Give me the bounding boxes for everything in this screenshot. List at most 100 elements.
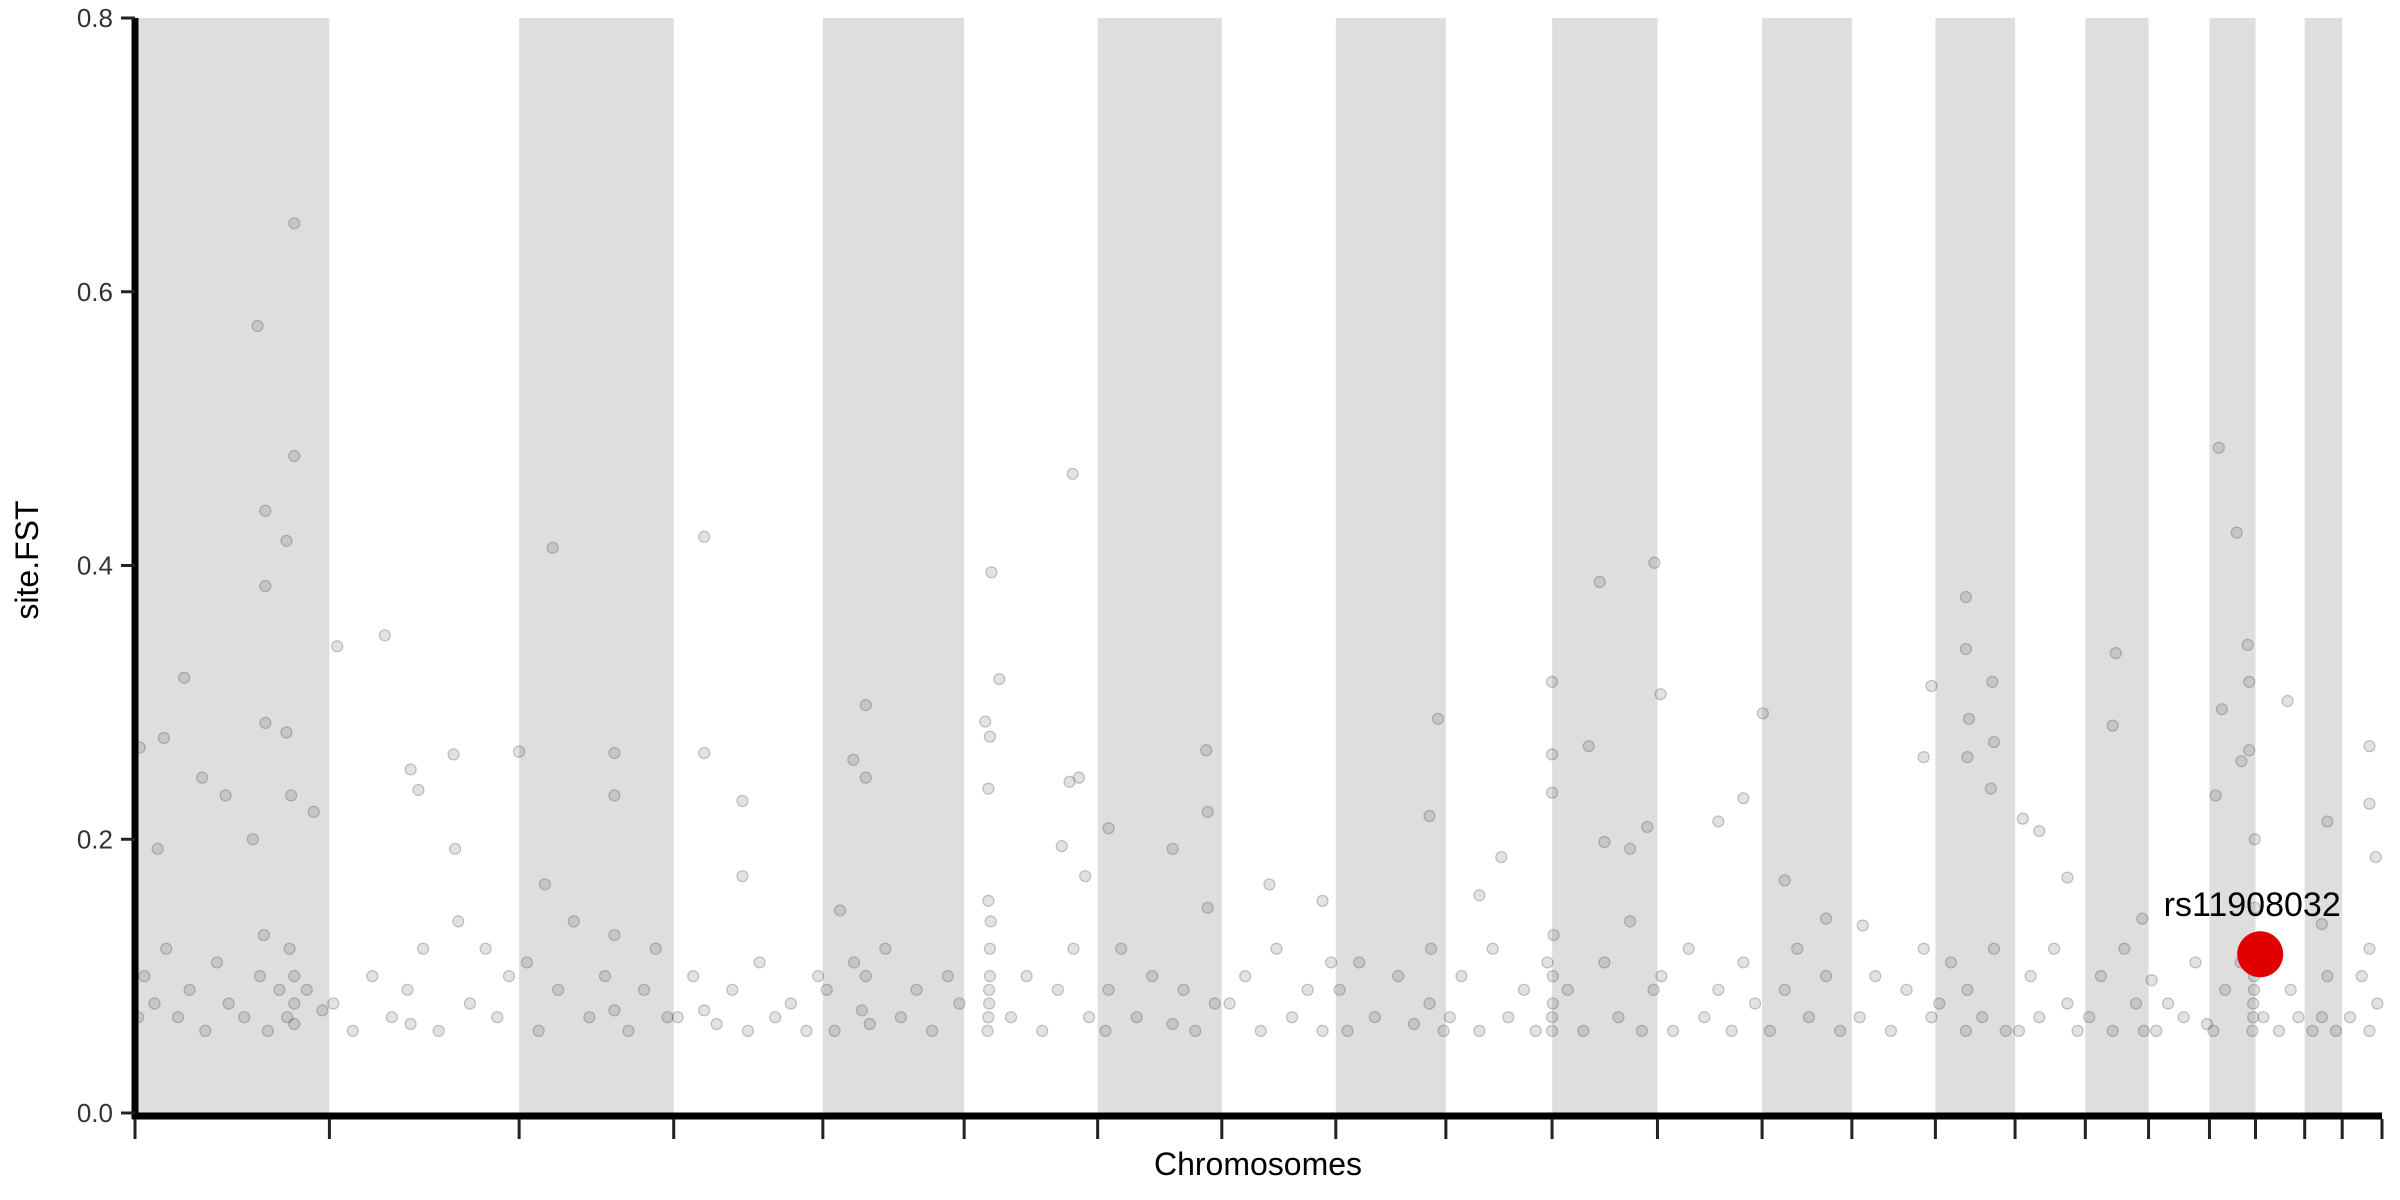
data-point [710,1017,723,1031]
data-point [1925,679,1938,693]
data-point [1598,835,1611,849]
chromosome-band-11 [1552,18,1658,1113]
chromosome-band-21 [2304,18,2343,1113]
data-point [784,997,797,1010]
data-point [1200,744,1213,757]
data-point [1486,942,1499,955]
data-point [671,1011,684,1024]
data-point [280,534,293,547]
data-point [238,1011,251,1024]
y-axis-title: site.FST [9,500,45,619]
data-point [280,726,293,739]
data-point [1051,983,1064,996]
data-point [1443,1011,1456,1024]
data-point [800,1024,813,1037]
data-point [2033,824,2046,838]
data-point [1925,1011,1938,1024]
data-point [1984,782,1997,795]
data-point [366,970,379,983]
data-point [404,1017,417,1031]
data-point [2281,694,2294,708]
data-point [1285,1011,1299,1024]
data-point [985,566,998,579]
data-point [1900,983,1913,996]
data-point [1999,1024,2012,1037]
data-point [491,1011,504,1024]
data-point [2061,871,2074,884]
data-point [1473,1024,1486,1037]
data-point [879,942,892,955]
data-point [1189,1024,1202,1037]
data-point [520,956,534,969]
data-point [567,915,580,928]
data-point [1102,822,1115,835]
data-point [538,878,551,891]
data-point [1944,956,1958,969]
data-point [649,942,662,955]
data-point [1099,1024,1112,1037]
data-point [1325,956,1338,969]
y-tick-label: 0.8 [77,3,113,33]
data-point [1820,970,1833,983]
data-point [513,745,526,758]
data-point [583,1011,596,1024]
data-point [953,997,966,1010]
chromosome-band-15 [1935,18,2016,1113]
chromosome-band-7 [1097,18,1222,1113]
data-point [1546,997,1559,1010]
chromosome-band-1 [135,18,330,1113]
data-point [1987,735,2001,749]
data-point [2118,942,2131,955]
data-point [157,731,170,745]
data-point [926,1024,939,1037]
data-point [2363,797,2376,810]
data-point [1976,1011,1989,1024]
data-point [1546,970,1559,983]
data-point [726,983,739,996]
data-point [432,1024,445,1037]
data-point [983,942,997,955]
data-point [894,1011,908,1024]
data-point [608,1004,621,1017]
data-point [741,1024,754,1037]
data-point [1455,970,1468,983]
data-point [385,1011,398,1024]
data-point [698,530,711,543]
data-point [2315,1011,2328,1024]
data-point [307,805,320,818]
data-point [1316,1024,1329,1037]
data-point [1063,775,1076,788]
data-point [1624,915,1637,928]
data-point [983,997,996,1010]
data-point [1561,983,1574,996]
data-point [833,904,847,917]
data-point [2106,1024,2119,1037]
data-point [828,1024,841,1037]
data-point [1517,983,1531,996]
data-point [622,1024,635,1037]
data-point [1959,590,1972,604]
data-point [1004,1011,1018,1024]
data-point [2083,1011,2096,1024]
data-point [608,789,621,802]
data-point [1577,1024,1590,1037]
data-point [1545,1024,1559,1037]
data-point [1473,889,1486,902]
data-point [546,541,559,554]
chromosome-band-3 [519,18,674,1113]
data-point [1635,1024,1648,1037]
data-point [1917,751,1930,764]
data-point [1166,842,1179,855]
data-point [1853,1011,1866,1024]
data-point [2363,1024,2376,1037]
data-point [288,217,301,230]
data-point [2212,441,2225,454]
data-point [1333,983,1346,996]
data-point [1756,707,1769,720]
data-point [941,970,954,983]
data-point [253,970,267,983]
data-point [2033,1011,2046,1024]
data-point [1917,942,1930,955]
data-point [1316,894,1329,907]
data-point [2321,970,2334,983]
